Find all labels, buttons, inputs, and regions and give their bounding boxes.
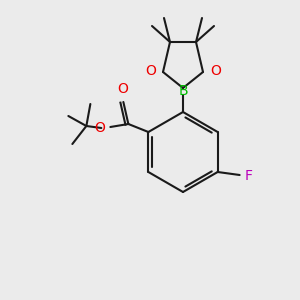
Text: O: O bbox=[117, 82, 128, 96]
Text: B: B bbox=[178, 84, 188, 98]
Text: F: F bbox=[244, 169, 253, 183]
Text: O: O bbox=[210, 64, 221, 78]
Text: O: O bbox=[94, 121, 105, 135]
Text: O: O bbox=[145, 64, 156, 78]
